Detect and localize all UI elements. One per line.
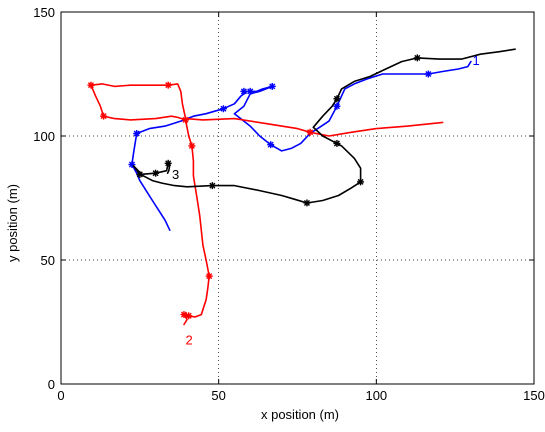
series-3-point (357, 178, 365, 186)
y-tick-label: 0 (48, 377, 55, 392)
series-2: 2 (87, 81, 444, 348)
plot-frame (60, 11, 535, 385)
series-1-point (219, 105, 227, 113)
series-3-point (164, 159, 172, 167)
marker-stroke (414, 54, 421, 61)
series-2-point (100, 112, 108, 120)
marker-stroke (87, 82, 94, 89)
grid (61, 12, 534, 384)
x-tick-label: 150 (523, 388, 545, 403)
marker-stroke (188, 142, 195, 149)
marker-stroke (307, 129, 314, 136)
marker-stroke (206, 273, 213, 280)
y-tick-label: 150 (33, 5, 55, 20)
series-1-point (246, 87, 254, 95)
marker-stroke (180, 311, 187, 318)
marker-stroke (333, 103, 340, 110)
axis-ticks: 0 50 100 150 0 50 100 150 (33, 5, 545, 403)
series-1-label: 1 (473, 53, 480, 68)
marker-stroke (333, 95, 340, 102)
series-1-point (267, 141, 275, 149)
series-2-point (180, 311, 188, 319)
series-group: 1 2 3 (87, 48, 516, 348)
marker-stroke (182, 116, 189, 123)
series-1-point (268, 82, 276, 90)
series-2-point (164, 81, 172, 89)
marker-stroke (128, 161, 135, 168)
marker-stroke (209, 182, 216, 189)
series-2-label: 2 (186, 333, 193, 348)
y-tick-label: 50 (41, 253, 55, 268)
marker-stroke (269, 83, 276, 90)
series-1-point (133, 130, 141, 138)
series-3-label: 3 (172, 167, 179, 182)
x-tick-label: 50 (211, 388, 225, 403)
series-3-point (208, 182, 216, 190)
series-3-point (333, 95, 341, 103)
marker-stroke (357, 178, 364, 185)
series-3-point (333, 139, 341, 147)
y-axis-label: y position (m) (5, 184, 20, 262)
marker-stroke (220, 105, 227, 112)
series-2-point (205, 272, 213, 280)
marker-stroke (133, 130, 140, 137)
y-tick-label: 100 (33, 129, 55, 144)
marker-stroke (100, 113, 107, 120)
marker-stroke (136, 171, 143, 178)
series-3-point (413, 54, 421, 62)
marker-stroke (333, 140, 340, 147)
series-2-point (188, 142, 196, 150)
series-2-point (182, 116, 190, 124)
marker-stroke (165, 160, 172, 167)
series-2-point (306, 128, 314, 136)
series-3-line (132, 48, 516, 204)
marker-stroke (303, 199, 310, 206)
x-tick-label: 0 (57, 388, 64, 403)
series-3-point (136, 170, 144, 178)
x-tick-label: 100 (365, 388, 387, 403)
marker-stroke (267, 141, 274, 148)
series-2-point (87, 81, 95, 89)
series-3-point (152, 169, 160, 177)
marker-stroke (185, 312, 192, 319)
series-2-line (90, 83, 444, 326)
series-1-point (333, 102, 341, 110)
marker-stroke (247, 88, 254, 95)
series-3-point (303, 199, 311, 207)
series-3: 3 (132, 48, 516, 207)
series-2-point (185, 312, 193, 320)
series-1-point (424, 70, 432, 78)
marker-stroke (240, 88, 247, 95)
series-1-point (240, 87, 248, 95)
marker-stroke (425, 70, 432, 78)
series-1: 1 (128, 53, 480, 231)
series-1-line (131, 60, 472, 231)
marker-stroke (152, 170, 159, 177)
marker-stroke (165, 82, 172, 89)
x-axis-label: x position (m) (261, 407, 339, 422)
